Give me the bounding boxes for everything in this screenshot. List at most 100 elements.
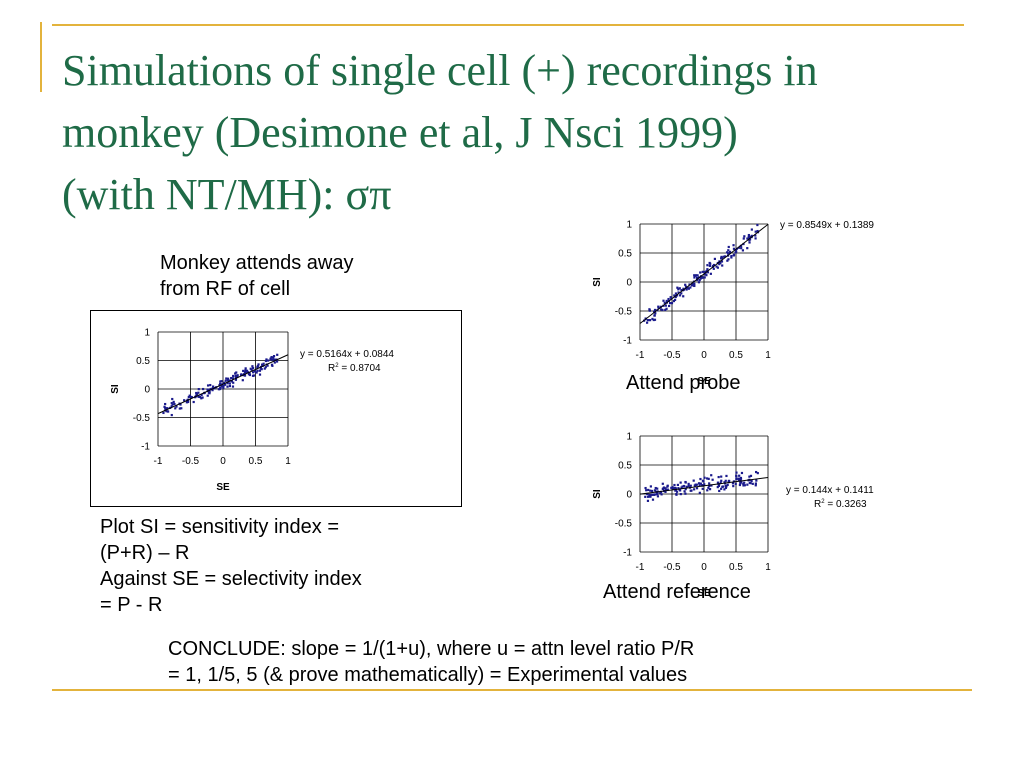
data-point xyxy=(680,292,683,295)
data-point xyxy=(209,383,212,387)
data-point xyxy=(645,489,648,492)
data-point xyxy=(696,274,699,277)
data-point xyxy=(648,495,651,498)
data-point xyxy=(174,407,177,410)
data-point xyxy=(693,488,696,491)
data-point xyxy=(749,474,753,477)
data-point xyxy=(756,223,759,227)
data-point xyxy=(217,388,220,391)
data-point xyxy=(166,407,169,410)
data-point xyxy=(243,371,247,374)
data-point xyxy=(180,407,183,410)
x-tick-label: -1 xyxy=(154,456,163,467)
trendline-equation: y = 0.5164x + 0.0844 xyxy=(300,349,394,360)
data-point xyxy=(699,271,702,274)
data-point xyxy=(754,234,757,237)
data-point xyxy=(747,233,750,237)
trendline xyxy=(639,223,769,324)
data-point xyxy=(258,373,262,376)
data-point xyxy=(701,270,704,273)
data-point xyxy=(701,484,704,487)
data-point xyxy=(185,401,188,404)
data-point xyxy=(719,261,722,265)
data-point xyxy=(272,358,276,361)
data-point xyxy=(244,369,247,372)
data-point xyxy=(739,476,742,480)
data-point xyxy=(738,474,741,477)
r-squared-label: R2 = 0.3263 xyxy=(814,499,867,510)
data-point xyxy=(706,264,709,267)
data-point xyxy=(708,482,711,485)
x-tick-label: -0.5 xyxy=(182,456,200,467)
data-point xyxy=(256,366,259,369)
data-point xyxy=(743,481,746,484)
data-point xyxy=(673,294,676,297)
data-point xyxy=(701,275,704,279)
data-point xyxy=(646,319,650,322)
data-point xyxy=(257,363,260,366)
data-point xyxy=(697,281,701,284)
trendline-equation: y = 0.144x + 0.1411 xyxy=(786,485,874,496)
data-point xyxy=(264,366,267,369)
data-point xyxy=(737,479,740,482)
data-point xyxy=(675,490,679,493)
data-point xyxy=(674,292,678,295)
data-point xyxy=(183,399,186,402)
data-point xyxy=(690,284,694,287)
data-point xyxy=(677,288,680,291)
data-point xyxy=(723,488,726,491)
data-point xyxy=(200,397,203,400)
data-point xyxy=(245,369,249,372)
data-point xyxy=(175,405,178,408)
data-point xyxy=(678,294,682,297)
data-point xyxy=(242,369,245,373)
data-point xyxy=(746,247,749,250)
data-point xyxy=(646,495,650,498)
data-point xyxy=(266,364,269,367)
data-point xyxy=(653,310,656,313)
data-point xyxy=(748,475,751,478)
data-point xyxy=(699,477,702,481)
data-point xyxy=(665,299,668,303)
data-point xyxy=(723,481,726,484)
data-point xyxy=(219,380,222,383)
data-point xyxy=(262,362,265,365)
data-point xyxy=(645,321,649,324)
data-point xyxy=(666,488,669,491)
data-point xyxy=(709,272,712,275)
plot-definition-text: Plot SI = sensitivity index = (P+R) – R … xyxy=(100,514,362,618)
data-point xyxy=(738,483,742,487)
data-point xyxy=(224,379,227,382)
data-point xyxy=(712,267,715,270)
data-point xyxy=(716,481,720,484)
data-point xyxy=(720,487,723,490)
data-point xyxy=(689,489,692,492)
data-point xyxy=(706,477,709,480)
data-point xyxy=(732,485,735,488)
data-point xyxy=(679,493,682,496)
data-point xyxy=(691,282,694,285)
data-point xyxy=(739,244,743,247)
data-point xyxy=(223,381,226,384)
data-point xyxy=(187,395,190,399)
data-point xyxy=(165,410,168,413)
data-point xyxy=(195,391,198,395)
data-point xyxy=(684,488,687,491)
data-point xyxy=(648,309,651,312)
data-point xyxy=(251,365,254,368)
data-point xyxy=(721,264,724,267)
y-tick-label: 0 xyxy=(144,385,150,396)
data-point xyxy=(228,382,231,385)
definition-line: (P+R) – R xyxy=(100,542,190,564)
data-point xyxy=(273,361,276,364)
data-point xyxy=(248,372,251,375)
data-point xyxy=(234,375,238,378)
data-point xyxy=(721,485,724,488)
x-axis-label: SE xyxy=(697,376,711,387)
data-point xyxy=(197,395,200,398)
data-point xyxy=(698,278,701,282)
data-point xyxy=(664,304,667,307)
y-tick-label: -1 xyxy=(141,442,150,453)
data-point xyxy=(751,482,754,485)
data-point xyxy=(696,278,699,282)
